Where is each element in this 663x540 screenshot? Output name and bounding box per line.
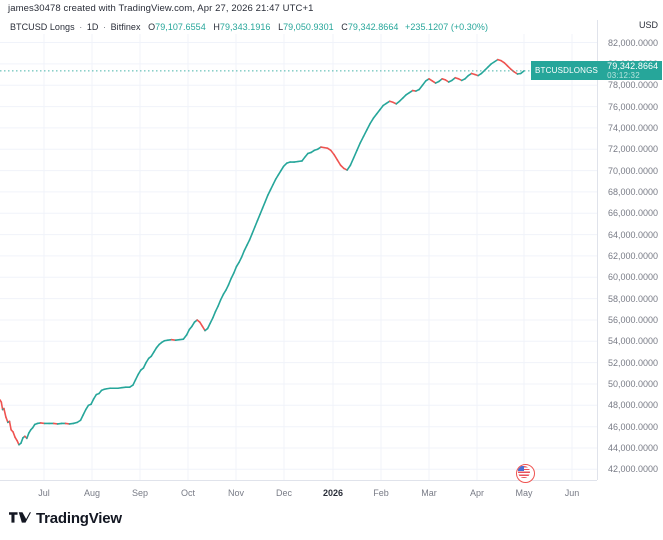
legend-exchange: Bitfinex: [110, 22, 141, 32]
current-price-badge[interactable]: BTCUSDLONGS 79,342.8664 03:12:32: [531, 61, 663, 81]
time-scale[interactable]: Jul Aug Sep Oct Nov Dec 2026 Feb Mar Apr May Jun: [0, 480, 597, 505]
price-tick-label: 60,000.0000: [607, 272, 658, 283]
legend-symbol[interactable]: BTCUSD Longs: [10, 22, 75, 32]
price-tick-label: 76,000.0000: [607, 101, 658, 112]
legend-low-label: L: [278, 22, 284, 32]
price-tick-label: 62,000.0000: [607, 250, 658, 261]
price-tick-label: 56,000.0000: [607, 314, 658, 325]
price-scale-unit: USD: [638, 20, 658, 30]
tradingview-logo: TradingView: [9, 510, 122, 527]
price-badge-price: 79,342.8664: [607, 61, 659, 72]
time-tick-label: Mar: [421, 488, 437, 498]
time-tick-label: Sep: [131, 488, 149, 498]
time-tick-label: Dec: [275, 488, 293, 498]
price-tick-label: 72,000.0000: [607, 144, 658, 155]
tradingview-wordmark: TradingView: [36, 510, 122, 527]
legend-close-label: C: [341, 22, 348, 32]
chart-legend[interactable]: BTCUSD Longs · 1D · Bitfinex O79,107.655…: [10, 22, 488, 32]
time-tick-label: Feb: [373, 488, 389, 498]
legend-low-value: 79,050.9301: [283, 22, 334, 32]
price-tick-label: 66,000.0000: [607, 208, 658, 219]
price-badge-values: 79,342.8664 03:12:32: [602, 61, 663, 81]
tradingview-mark-icon: [9, 511, 31, 523]
price-tick-label: 52,000.0000: [607, 357, 658, 368]
price-tick-label: 78,000.0000: [607, 80, 658, 91]
price-tick-label: 74,000.0000: [607, 122, 658, 133]
legend-interval[interactable]: 1D: [86, 22, 99, 32]
price-tick-label: 50,000.0000: [607, 378, 658, 389]
price-tick-label: 70,000.0000: [607, 165, 658, 176]
time-tick-label: Jul: [38, 488, 50, 498]
time-tick-label: 2026: [322, 488, 344, 498]
price-tick-label: 58,000.0000: [607, 293, 658, 304]
grid-lines: [0, 34, 597, 480]
price-badge-symbol: BTCUSDLONGS: [531, 61, 603, 81]
time-tick-label: Aug: [83, 488, 101, 498]
us-flag-event-icon[interactable]: [516, 464, 535, 483]
time-tick-label: Oct: [180, 488, 196, 498]
us-flag-canton: [518, 466, 524, 471]
legend-separator-2: ·: [102, 22, 107, 32]
legend-open-value: 79,107.6554: [155, 22, 206, 32]
price-tick-label: 64,000.0000: [607, 229, 658, 240]
legend-change: +235.1207 (+0.30%): [405, 22, 488, 32]
price-tick-label: 68,000.0000: [607, 186, 658, 197]
legend-separator-1: ·: [79, 22, 83, 32]
time-tick-label: Apr: [469, 488, 485, 498]
price-scale-divider: [597, 20, 598, 480]
chart-plot-area[interactable]: [0, 34, 597, 480]
price-tick-label: 82,000.0000: [607, 37, 658, 48]
price-tick-label: 54,000.0000: [607, 336, 658, 347]
price-tick-label: 46,000.0000: [607, 421, 658, 432]
legend-high-label: H: [213, 22, 220, 32]
legend-close-value: 79,342.8664: [347, 22, 399, 32]
price-series: [0, 58, 525, 446]
price-line-chart[interactable]: [0, 34, 597, 480]
price-scale[interactable]: USD 42,000.0000 44,000.0000 46,000.0000 48,…: [597, 20, 663, 480]
price-tick-label: 48,000.0000: [607, 400, 658, 411]
attribution-text: james30478 created with TradingView.com,…: [8, 3, 314, 14]
time-tick-label: May: [515, 488, 533, 498]
legend-high-value: 79,343.1916: [219, 22, 271, 32]
price-badge-countdown: 03:12:32: [607, 70, 640, 80]
time-tick-label: Nov: [227, 488, 245, 498]
price-tick-label: 42,000.0000: [607, 464, 658, 475]
time-tick-label: Jun: [564, 488, 580, 498]
price-tick-label: 44,000.0000: [607, 442, 658, 453]
legend-open-label: O: [148, 22, 156, 32]
